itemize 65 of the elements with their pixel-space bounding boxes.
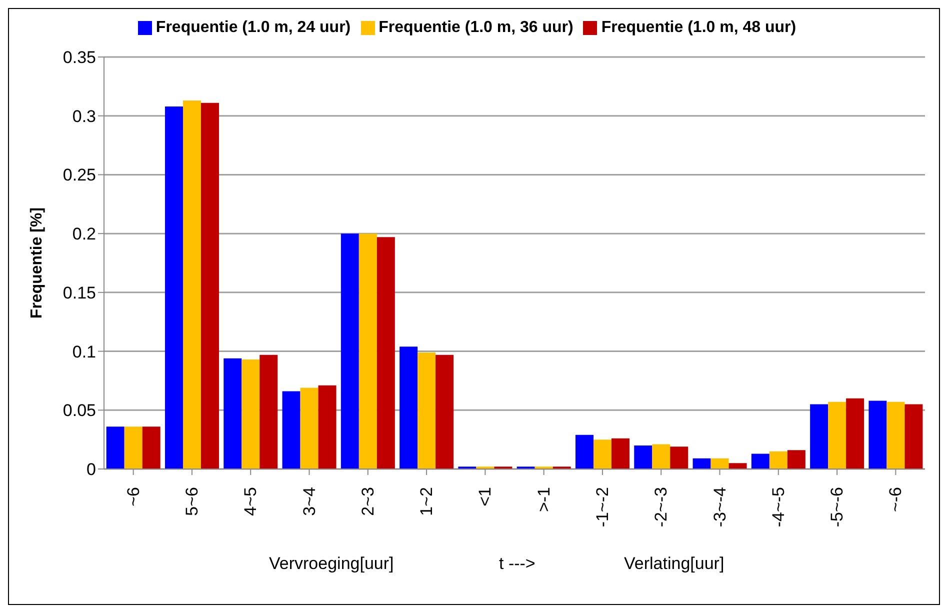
bar [787,450,806,469]
bar [200,102,219,469]
bar [670,446,688,469]
y-axis-title: Frequentie [%] [28,207,46,319]
bar [728,463,747,469]
bar [318,385,336,469]
bar [376,237,395,469]
y-tick-label: 0.05 [62,401,96,420]
bar [182,100,201,469]
bar [358,234,377,469]
bar [692,458,711,469]
x-tick-label: -1~-2 [592,487,612,528]
x-tick-label: 2~3 [358,487,378,516]
x-tick-label: -3~-4 [710,487,730,528]
bar [868,400,887,469]
x-axis-title: Vervroeging[uur] [269,554,394,574]
bar [124,426,142,469]
bar [634,445,652,469]
bar [846,398,864,469]
x-tick-label: 3~4 [300,487,319,516]
x-tick-label: >-1 [534,487,554,512]
legend-label: Frequentie (1.0 m, 48 uur) [601,19,796,36]
bar [106,426,124,469]
bar [300,388,318,469]
legend-label: Frequentie (1.0 m, 36 uur) [378,19,574,36]
bar [224,358,242,469]
y-tick-label: 0 [86,460,96,480]
bar [611,438,630,469]
bar [593,440,612,469]
bar [142,426,160,469]
bar [886,402,905,469]
bar [242,360,260,469]
x-tick-label: 1~2 [417,487,436,516]
y-tick-label: 0.15 [62,283,96,302]
y-tick-label: 0.35 [62,48,96,68]
bar [400,346,418,469]
legend-label: Frequentie (1.0 m, 24 uur) [156,19,351,36]
y-tick-label: 0.25 [62,166,96,185]
x-tick-label: -2~-3 [652,487,671,528]
text: t ---> [499,554,536,574]
bar [828,402,846,469]
bar [340,234,359,469]
text: Verlating[uur] [624,554,724,574]
y-tick-label: 0.1 [72,342,96,362]
x-tick-label: -5~-6 [828,487,847,528]
bar [260,354,278,469]
x-tick-label: 4~5 [241,487,260,516]
x-tick-label: <1 [476,487,495,506]
x-tick-label: ~6 [124,487,143,506]
bar [164,106,183,469]
bar [751,454,770,469]
y-tick-label: 0.3 [72,106,96,126]
bar [436,354,454,469]
x-tick-label: -4~-5 [768,487,788,528]
bar [282,391,300,469]
x-tick-label: 5~6 [182,487,202,516]
bar [904,404,923,469]
bar [575,434,594,469]
bar [652,444,670,469]
bar [710,458,729,469]
y-tick-label: 0.2 [72,224,96,244]
x-tick-label: ~-6 [886,487,906,512]
bar [418,352,436,469]
bar [810,404,828,469]
bar [769,451,788,469]
